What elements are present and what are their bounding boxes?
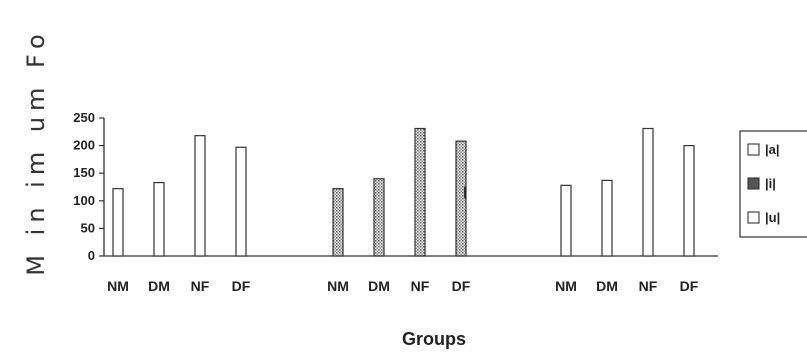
legend-label: |u|: [765, 210, 780, 225]
category-label: NM: [555, 278, 577, 294]
bar: [373, 178, 385, 257]
bar: [414, 127, 426, 257]
y-tick-label: 50: [81, 220, 95, 235]
y-tick-label: 100: [73, 193, 95, 208]
category-label: NM: [107, 278, 129, 294]
category-label: DM: [596, 278, 618, 294]
y-tick-label: 0: [88, 248, 95, 263]
legend-swatch: [747, 211, 760, 224]
category-label: NF: [411, 278, 430, 294]
bar: [601, 179, 613, 257]
x-axis-label: Groups: [402, 329, 466, 349]
bar: [332, 188, 344, 257]
category-label: NF: [191, 278, 210, 294]
legend-swatch: [747, 177, 760, 190]
bar: [683, 145, 695, 257]
category-labels: NM DM NF DF NM DM NF DF NM DM NF DF: [107, 278, 699, 294]
category-label: NF: [639, 278, 658, 294]
category-label: NM: [327, 278, 349, 294]
y-axis-ticks: 0 50 100 150 200 250: [73, 110, 104, 263]
legend: |a| |i| |u|: [739, 130, 807, 238]
category-label: DF: [452, 278, 471, 294]
y-tick-label: 250: [73, 110, 95, 125]
annotation-mark: |: [463, 184, 467, 199]
legend-label: |a|: [765, 142, 780, 157]
bars-group: [112, 127, 695, 257]
category-label: DF: [680, 278, 699, 294]
bar: [235, 146, 247, 257]
category-label: DF: [232, 278, 251, 294]
category-label: DM: [148, 278, 170, 294]
y-tick-label: 150: [73, 165, 95, 180]
bar: [455, 140, 467, 257]
legend-label: |i|: [765, 176, 776, 191]
y-axis-label: M in im um Fo: [22, 28, 50, 275]
bar: [560, 184, 572, 257]
bar: [194, 135, 206, 257]
bar: [642, 127, 654, 257]
legend-swatch: [747, 143, 760, 156]
bar: [153, 181, 165, 257]
y-tick-label: 200: [73, 138, 95, 153]
category-label: DM: [368, 278, 390, 294]
bar: [112, 188, 124, 257]
